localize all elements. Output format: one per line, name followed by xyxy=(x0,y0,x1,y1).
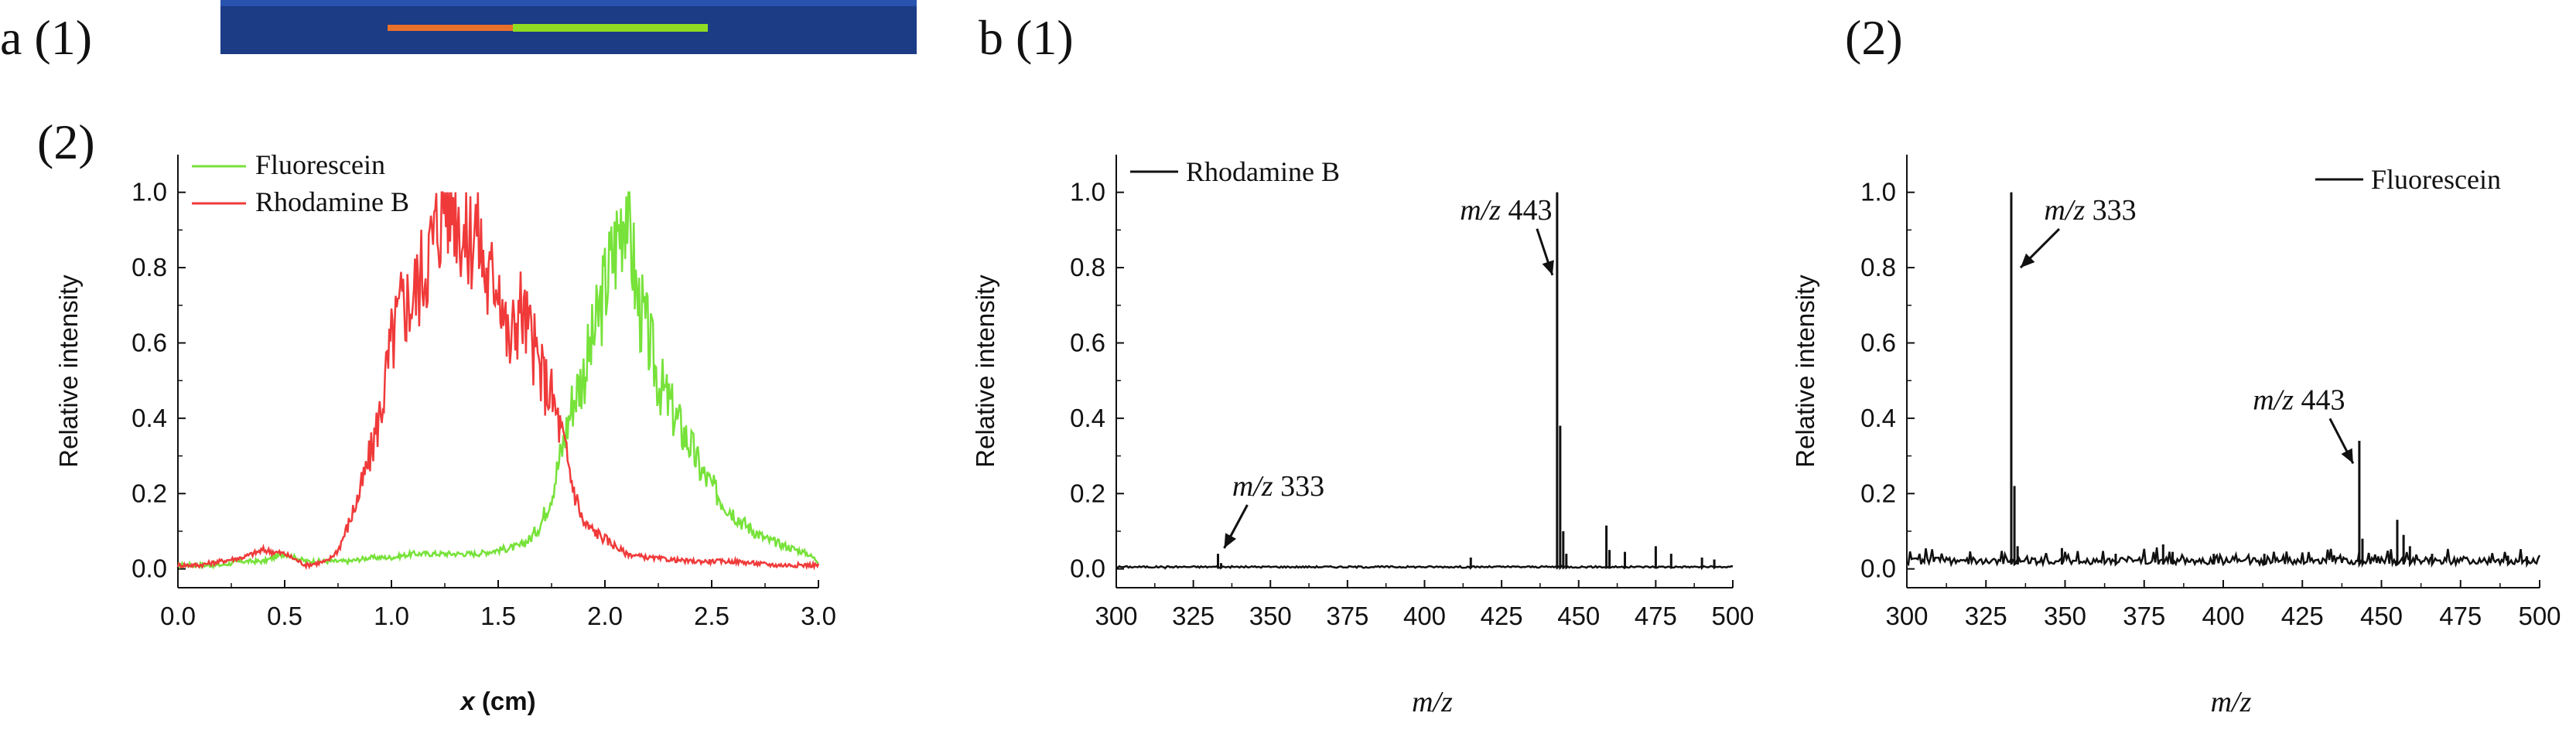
annotation-value: 443 xyxy=(1501,194,1553,227)
x-axis-label-unit: (cm) xyxy=(475,687,536,715)
legend-entry: Rhodamine B xyxy=(255,186,409,217)
spectrum-line xyxy=(1906,192,2541,568)
x-tick-label: 500 xyxy=(1711,602,1754,630)
x-tick-label: 475 xyxy=(2439,602,2482,630)
x-tick-label: 425 xyxy=(2281,602,2324,630)
peak-annotation-label: m/z 333 xyxy=(2044,194,2136,227)
legend-entry: Rhodamine B xyxy=(1186,156,1340,187)
annotation-prefix: m/z xyxy=(1460,194,1501,227)
x-tick-label: 1.5 xyxy=(480,602,516,630)
x-tick-label: 2.5 xyxy=(694,602,729,630)
peak-annotation-label: m/z 333 xyxy=(1232,470,1324,503)
spectrum-line xyxy=(1115,192,1734,571)
y-tick-label: 1.0 xyxy=(132,178,167,206)
y-tick-label: 0.0 xyxy=(1860,554,1896,583)
x-tick-label: 0.5 xyxy=(267,602,302,630)
x-tick-label: 375 xyxy=(1326,602,1368,630)
y-tick-label: 1.0 xyxy=(1070,178,1105,206)
x-tick-label: 2.0 xyxy=(587,602,623,630)
x-tick-label: 425 xyxy=(1481,602,1523,630)
x-tick-label: 450 xyxy=(2360,602,2403,630)
y-axis-label: Relative intensity xyxy=(54,275,83,468)
x-tick-label: 325 xyxy=(1965,602,2007,630)
annotation-prefix: m/z xyxy=(1232,470,1273,503)
orange-band xyxy=(388,25,513,31)
y-axis-label: Relative intensity xyxy=(971,275,999,468)
panel-label-b1: b (1) xyxy=(979,10,1074,65)
y-tick-label: 0.4 xyxy=(132,404,167,432)
panel-label-a2: (2) xyxy=(37,114,95,169)
panel-label-a1: a (1) xyxy=(0,10,92,65)
peak-annotation-label: m/z 443 xyxy=(2253,384,2345,416)
x-tick-label: 400 xyxy=(1403,602,1446,630)
x-tick-label: 300 xyxy=(1885,602,1928,630)
x-tick-label: 400 xyxy=(2202,602,2244,630)
chart-a2-fluorescence-profile: 0.0 0.2 0.4 0.6 0.8 1.0 0.0 0.5 1.0 1.5 2.0 2.5 3.0 R… xyxy=(54,149,836,715)
x-tick-label: 325 xyxy=(1172,602,1215,630)
y-tick-label: 0.0 xyxy=(1070,554,1105,583)
annotation-arrowhead xyxy=(2021,253,2035,268)
x-tick-label: 375 xyxy=(2123,602,2165,630)
x-tick-label: 350 xyxy=(1249,602,1292,630)
panel-label-b2: (2) xyxy=(1845,10,1903,65)
chart-b1-mass-spectrum-rhodamine: 0.0 0.2 0.4 0.6 0.8 1.0 300 325 350 375 400 425 450 4… xyxy=(971,155,1754,718)
y-tick-label: 0.8 xyxy=(132,253,167,281)
y-tick-label: 0.6 xyxy=(1860,328,1896,356)
x-tick-label: 500 xyxy=(2518,602,2561,630)
y-tick-label: 0.2 xyxy=(1860,479,1896,507)
x-tick-label: 475 xyxy=(1635,602,1677,630)
plate-photo-edge xyxy=(220,0,917,6)
y-tick-label: 0.4 xyxy=(1070,404,1105,432)
x-tick-label: 350 xyxy=(2044,602,2086,630)
peak-annotation-label: m/z 443 xyxy=(1460,194,1552,227)
series-line-fluorescein xyxy=(177,191,819,570)
green-band xyxy=(513,24,708,32)
annotation-value: 333 xyxy=(1273,470,1325,503)
y-tick-label: 0.6 xyxy=(1070,328,1105,356)
y-axis-label: Relative intensity xyxy=(1791,275,1819,468)
annotation-value: 333 xyxy=(2085,194,2137,227)
annotation-prefix: m/z xyxy=(2253,384,2294,416)
legend-entry: Fluorescein xyxy=(255,149,385,180)
annotation-prefix: m/z xyxy=(2044,194,2085,227)
y-tick-label: 0.2 xyxy=(1070,479,1105,507)
annotation-value: 443 xyxy=(2294,384,2345,416)
x-tick-label: 1.0 xyxy=(374,602,409,630)
chart-b2-mass-spectrum-fluorescein: 0.0 0.2 0.4 0.6 0.8 1.0 300 325 350 375 400 425 450 4… xyxy=(1791,155,2561,718)
x-axis-label: m/z xyxy=(2211,686,2252,718)
x-tick-label: 0.0 xyxy=(160,602,196,630)
x-axis-label: x (cm) xyxy=(459,687,535,715)
y-tick-label: 0.6 xyxy=(132,328,167,356)
y-tick-label: 0.2 xyxy=(132,479,167,507)
y-tick-label: 1.0 xyxy=(1860,178,1896,206)
y-tick-label: 0.4 xyxy=(1860,404,1896,432)
y-tick-label: 0.8 xyxy=(1070,253,1105,281)
plate-photo xyxy=(220,0,917,54)
x-axis-label-var: x xyxy=(459,687,476,715)
x-tick-label: 3.0 xyxy=(801,602,836,630)
annotation-arrowhead xyxy=(2341,448,2353,464)
y-tick-label: 0.8 xyxy=(1860,253,1896,281)
legend-entry: Fluorescein xyxy=(2371,164,2501,195)
x-tick-label: 450 xyxy=(1557,602,1600,630)
series-line-rhodamine-b xyxy=(176,191,820,571)
y-tick-label: 0.0 xyxy=(132,554,167,583)
x-axis-label: m/z xyxy=(1412,686,1453,718)
annotation-arrowhead xyxy=(1224,533,1237,548)
x-tick-label: 300 xyxy=(1095,602,1137,630)
annotation-arrowhead xyxy=(1542,260,1554,275)
